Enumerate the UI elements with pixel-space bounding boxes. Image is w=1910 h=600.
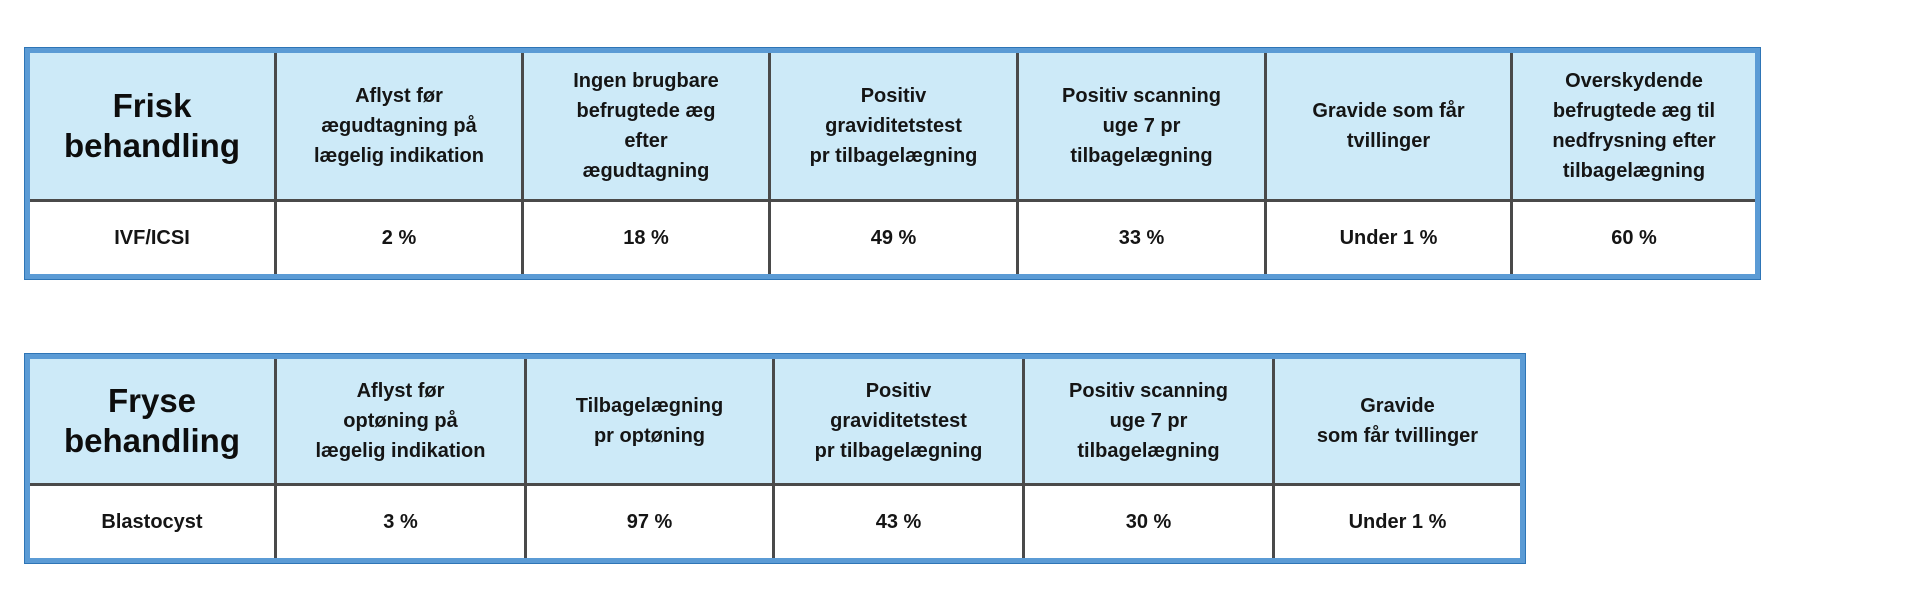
frozen-treatment-table: Fryse behandling Aflyst før optøning på … — [24, 353, 1526, 564]
frozen-header-twins: Gravide som får tvillinger — [1272, 355, 1524, 486]
fresh-value-positive-test: 49 % — [768, 199, 1019, 278]
fresh-header-row: Frisk behandling Aflyst før ægudtagning … — [26, 49, 1759, 202]
frozen-corner-label: Fryse behandling — [26, 355, 277, 486]
fresh-header-cancelled-before-retrieval: Aflyst før ægudtagning på lægelig indika… — [274, 49, 524, 202]
frozen-header-positive-scan-week7: Positiv scanning uge 7 pr tilbagelægning — [1022, 355, 1275, 486]
fresh-data-row: IVF/ICSI 2 % 18 % 49 % 33 % Under 1 % 60… — [26, 199, 1759, 278]
fresh-header-no-usable-eggs: Ingen brugbare befrugtede æg efter ægudt… — [521, 49, 771, 202]
fresh-value-surplus-eggs: 60 % — [1510, 199, 1759, 278]
fresh-row-label: IVF/ICSI — [26, 199, 277, 278]
frozen-value-cancelled: 3 % — [274, 483, 527, 562]
frozen-header-row: Fryse behandling Aflyst før optøning på … — [26, 355, 1524, 486]
fresh-value-cancelled: 2 % — [274, 199, 524, 278]
frozen-value-twins: Under 1 % — [1272, 483, 1524, 562]
fresh-value-twins: Under 1 % — [1264, 199, 1513, 278]
fresh-header-twins: Gravide som får tvillinger — [1264, 49, 1513, 202]
fresh-header-positive-pregnancy-test: Positiv graviditetstest pr tilbagelægnin… — [768, 49, 1019, 202]
fresh-value-positive-scan: 33 % — [1016, 199, 1267, 278]
frozen-header-transfer-per-thawing: Tilbagelægning pr optøning — [524, 355, 775, 486]
frozen-header-cancelled-before-thawing: Aflyst før optøning på lægelig indikatio… — [274, 355, 527, 486]
frozen-data-row: Blastocyst 3 % 97 % 43 % 30 % Under 1 % — [26, 483, 1524, 562]
frozen-header-positive-pregnancy-test: Positiv graviditetstest pr tilbagelægnin… — [772, 355, 1025, 486]
frozen-row-label: Blastocyst — [26, 483, 277, 562]
frozen-value-transfer: 97 % — [524, 483, 775, 562]
fresh-header-surplus-eggs-frozen: Overskydende befrugtede æg til nedfrysni… — [1510, 49, 1759, 202]
fresh-corner-label: Frisk behandling — [26, 49, 277, 202]
fresh-header-positive-scan-week7: Positiv scanning uge 7 pr tilbagelægning — [1016, 49, 1267, 202]
fresh-treatment-table: Frisk behandling Aflyst før ægudtagning … — [24, 47, 1761, 280]
fresh-value-no-usable-eggs: 18 % — [521, 199, 771, 278]
frozen-value-positive-scan: 30 % — [1022, 483, 1275, 562]
frozen-value-positive-test: 43 % — [772, 483, 1025, 562]
